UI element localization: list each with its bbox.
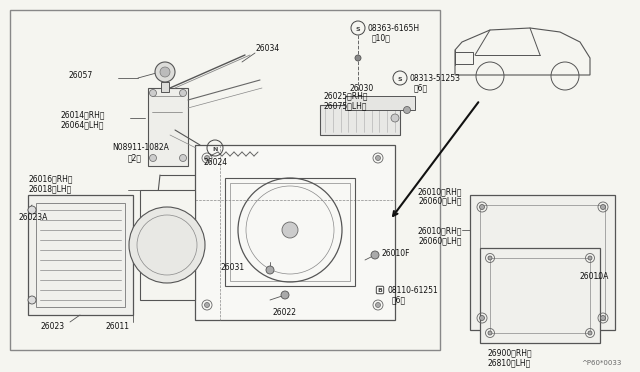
Text: 26057: 26057 bbox=[68, 71, 92, 80]
Text: 26023A: 26023A bbox=[18, 213, 47, 222]
Circle shape bbox=[282, 222, 298, 238]
Circle shape bbox=[150, 154, 157, 161]
Circle shape bbox=[28, 206, 36, 214]
Circle shape bbox=[376, 302, 381, 308]
Circle shape bbox=[488, 256, 492, 260]
Bar bbox=[148, 88, 188, 166]
Text: 26010A: 26010A bbox=[580, 272, 609, 281]
Text: 26023: 26023 bbox=[40, 322, 64, 331]
Circle shape bbox=[205, 302, 209, 308]
Circle shape bbox=[588, 256, 592, 260]
Text: 26025（RH）: 26025（RH） bbox=[324, 91, 369, 100]
Text: 26010（RH）: 26010（RH） bbox=[417, 226, 462, 235]
Circle shape bbox=[479, 205, 484, 209]
Text: 26024: 26024 bbox=[204, 158, 228, 167]
Text: 26030: 26030 bbox=[350, 84, 374, 93]
Circle shape bbox=[160, 67, 170, 77]
Bar bbox=[230, 183, 350, 281]
Circle shape bbox=[600, 205, 605, 209]
Bar bbox=[470, 195, 615, 330]
Text: 26010（RH）: 26010（RH） bbox=[417, 187, 462, 196]
Bar bbox=[480, 205, 605, 320]
Circle shape bbox=[355, 55, 361, 61]
Text: 26060（LH）: 26060（LH） bbox=[419, 196, 462, 205]
Circle shape bbox=[376, 155, 381, 160]
Bar bbox=[28, 195, 133, 315]
Circle shape bbox=[28, 296, 36, 304]
Text: 26011: 26011 bbox=[105, 322, 129, 331]
Circle shape bbox=[205, 155, 209, 160]
Text: （2）: （2） bbox=[128, 153, 142, 162]
Text: （6）: （6） bbox=[392, 295, 406, 304]
Bar bbox=[10, 10, 440, 350]
Circle shape bbox=[391, 114, 399, 122]
Circle shape bbox=[266, 266, 274, 274]
Circle shape bbox=[281, 291, 289, 299]
Circle shape bbox=[371, 251, 379, 259]
Bar bbox=[320, 105, 400, 135]
Circle shape bbox=[179, 154, 186, 161]
Circle shape bbox=[403, 106, 410, 113]
Bar bbox=[140, 190, 195, 300]
Bar bbox=[345, 96, 415, 110]
Text: 26018（LH）: 26018（LH） bbox=[28, 184, 71, 193]
Text: 26031: 26031 bbox=[221, 263, 245, 273]
Text: N: N bbox=[212, 147, 218, 151]
Text: 26810（LH）: 26810（LH） bbox=[488, 358, 531, 367]
Text: 26064（LH）: 26064（LH） bbox=[60, 120, 104, 129]
Text: 08110-61251: 08110-61251 bbox=[388, 286, 439, 295]
Text: ^P60*0033: ^P60*0033 bbox=[582, 360, 622, 366]
Text: B: B bbox=[378, 288, 383, 292]
Bar bbox=[36, 203, 125, 307]
Circle shape bbox=[588, 331, 592, 335]
Text: 08363-6165H: 08363-6165H bbox=[368, 24, 420, 33]
Circle shape bbox=[155, 62, 175, 82]
Bar bbox=[455, 52, 473, 64]
Circle shape bbox=[129, 207, 205, 283]
Text: 08313-51253: 08313-51253 bbox=[410, 74, 461, 83]
Text: 26060（LH）: 26060（LH） bbox=[419, 236, 462, 245]
Circle shape bbox=[488, 331, 492, 335]
Text: 26900（RH）: 26900（RH） bbox=[488, 348, 532, 357]
Bar bbox=[225, 178, 355, 286]
Text: 26022: 26022 bbox=[273, 308, 297, 317]
Text: 26010F: 26010F bbox=[382, 248, 410, 257]
Text: 26014（RH）: 26014（RH） bbox=[60, 110, 104, 119]
Bar bbox=[161, 82, 169, 92]
Circle shape bbox=[150, 90, 157, 96]
Text: 26075（LH）: 26075（LH） bbox=[324, 101, 367, 110]
Text: 26016（RH）: 26016（RH） bbox=[28, 174, 72, 183]
Bar bbox=[490, 258, 590, 333]
Text: 26034: 26034 bbox=[255, 44, 279, 52]
Circle shape bbox=[479, 315, 484, 321]
Text: （10）: （10） bbox=[372, 33, 391, 42]
Text: （6）: （6） bbox=[414, 83, 428, 92]
Bar bbox=[195, 145, 395, 320]
Text: N08911-1082A: N08911-1082A bbox=[112, 143, 169, 152]
Circle shape bbox=[179, 90, 186, 96]
Text: S: S bbox=[397, 77, 403, 81]
Circle shape bbox=[600, 315, 605, 321]
Bar bbox=[480, 248, 600, 343]
Text: S: S bbox=[356, 26, 360, 32]
